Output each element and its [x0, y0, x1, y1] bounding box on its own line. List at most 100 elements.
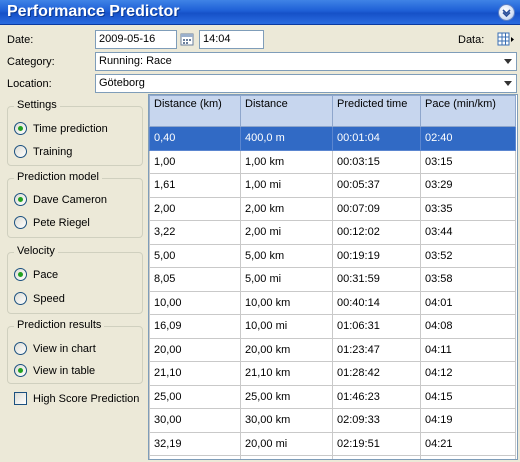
- table-row[interactable]: 25,00 25,00 km 01:46:23 04:15: [149, 384, 516, 409]
- view-in-table-option[interactable]: View in table: [14, 364, 95, 377]
- radio-time-prediction[interactable]: [14, 122, 27, 135]
- calendar-button[interactable]: [179, 31, 195, 47]
- radio-speed[interactable]: [14, 292, 27, 305]
- table-row[interactable]: 10,00 10,00 km 00:40:14 04:01: [149, 290, 516, 315]
- table-cell: 00:19:19: [332, 243, 421, 268]
- table-row[interactable]: 30,00 30,00 km 02:09:33 04:19: [149, 408, 516, 433]
- radio-training[interactable]: [14, 145, 27, 158]
- training-option[interactable]: Training: [14, 145, 72, 158]
- chevron-down-icon[interactable]: [500, 75, 516, 92]
- table-cell: 04:01: [420, 290, 516, 315]
- table-cell: 5,00 km: [240, 243, 333, 268]
- option-label: Training: [33, 145, 73, 158]
- radio-view-in-table[interactable]: [14, 364, 27, 377]
- table-row[interactable]: 16,09 10,00 mi 01:06:31 04:08: [149, 314, 516, 339]
- table-row[interactable]: 2,00 2,00 km 00:07:09 03:35: [149, 196, 516, 221]
- table-cell: 25,00: [149, 384, 241, 409]
- table-cell: 01:23:47: [332, 337, 421, 362]
- table-row[interactable]: 0,40 400,0 m 00:01:04 02:40: [149, 126, 516, 151]
- prediction-results-group: Prediction results View in chart View in…: [7, 319, 143, 384]
- table-cell: 00:07:09: [332, 196, 421, 221]
- category-select[interactable]: Running: Race: [95, 52, 517, 71]
- table-cell: 10,00 km: [240, 290, 333, 315]
- category-value: Running: Race: [99, 55, 172, 67]
- location-select[interactable]: Göteborg: [95, 74, 517, 93]
- high-score-prediction-option[interactable]: High Score Prediction: [14, 392, 139, 405]
- calendar-icon: [180, 33, 194, 46]
- view-in-chart-option[interactable]: View in chart: [14, 342, 96, 355]
- table-row[interactable]: 21,10 21,10 km 01:28:42 04:12: [149, 361, 516, 386]
- table-row[interactable]: 3,22 2,00 mi 00:12:02 03:44: [149, 220, 516, 245]
- location-value: Göteborg: [99, 77, 145, 89]
- table-cell: 01:46:23: [332, 384, 421, 409]
- table-row[interactable]: 8,05 5,00 mi 00:31:59 03:58: [149, 267, 516, 292]
- collapse-button[interactable]: [498, 4, 515, 21]
- table-cell: 03:58: [420, 267, 516, 292]
- table-cell: 02:19:51: [332, 431, 421, 456]
- column-header-distance[interactable]: Distance: [240, 95, 333, 127]
- date-field[interactable]: 2009-05-16: [95, 30, 177, 49]
- option-label: Pete Riegel: [33, 216, 90, 229]
- table-cell: 42,20: [149, 455, 241, 459]
- table-cell: 10,00: [149, 290, 241, 315]
- column-header-distance-km[interactable]: Distance (km): [149, 95, 241, 127]
- table-row[interactable]: 20,00 20,00 km 01:23:47 04:11: [149, 337, 516, 362]
- table-row[interactable]: 32,19 20,00 mi 02:19:51 04:21: [149, 431, 516, 456]
- radio-view-in-chart[interactable]: [14, 342, 27, 355]
- data-button[interactable]: [496, 30, 516, 48]
- table-row[interactable]: 42,2042,20 km03:08:2904:28: [149, 455, 516, 459]
- table-cell: 5,00 mi: [240, 267, 333, 292]
- table-cell: 02:40: [420, 126, 516, 151]
- table-cell: 03:35: [420, 196, 516, 221]
- table-cell: 2,00 km: [240, 196, 333, 221]
- table-body: 0,40 400,0 m 00:01:04 02:40 1,00 1,00 km 00:03…: [149, 126, 516, 459]
- date-label: Date:: [7, 34, 34, 46]
- table-cell: 01:06:31: [332, 314, 421, 339]
- option-label: Dave Cameron: [33, 193, 107, 206]
- pete-riegel-option[interactable]: Pete Riegel: [14, 216, 90, 229]
- table-cell: 8,05: [149, 267, 241, 292]
- table-cell: 25,00 km: [240, 384, 333, 409]
- table-cell: 5,00: [149, 243, 241, 268]
- time-field[interactable]: 14:04: [199, 30, 264, 49]
- table-cell: 30,00: [149, 408, 241, 433]
- chevron-down-icon[interactable]: [500, 53, 516, 70]
- pace-option[interactable]: Pace: [14, 268, 58, 281]
- table-cell: 00:01:04: [332, 126, 421, 151]
- option-label: View in chart: [33, 342, 96, 355]
- table-cell: 30,00 km: [240, 408, 333, 433]
- table-cell: 2,00 mi: [240, 220, 333, 245]
- speed-option[interactable]: Speed: [14, 292, 65, 305]
- table-row[interactable]: 1,61 1,00 mi 00:05:37 03:29: [149, 173, 516, 198]
- high-score-checkbox[interactable]: [14, 392, 27, 405]
- table-cell: 00:31:59: [332, 267, 421, 292]
- time-prediction-option[interactable]: Time prediction: [14, 122, 108, 135]
- table-row[interactable]: 1,00 1,00 km 00:03:15 03:15: [149, 149, 516, 174]
- radio-pete-riegel[interactable]: [14, 216, 27, 229]
- column-header-predicted-time[interactable]: Predicted time: [332, 95, 421, 127]
- table-header-row: Distance (km) Distance Predicted time Pa…: [149, 95, 516, 127]
- chevron-down-icon: [502, 9, 511, 17]
- table-cell: 0,40: [149, 126, 241, 151]
- table-cell: 00:05:37: [332, 173, 421, 198]
- table-icon: [497, 32, 514, 46]
- table-cell: 04:08: [420, 314, 516, 339]
- window-title: Performance Predictor: [7, 3, 180, 20]
- radio-dave-cameron[interactable]: [14, 193, 27, 206]
- dave-cameron-option[interactable]: Dave Cameron: [14, 193, 107, 206]
- table-cell: 21,10: [149, 361, 241, 386]
- table-cell: 2,00: [149, 196, 241, 221]
- option-label: Time prediction: [33, 122, 108, 135]
- table-row[interactable]: 5,00 5,00 km 00:19:19 03:52: [149, 243, 516, 268]
- table-cell: 00:40:14: [332, 290, 421, 315]
- table-cell: 04:12: [420, 361, 516, 386]
- radio-pace[interactable]: [14, 268, 27, 281]
- column-header-pace[interactable]: Pace (min/km): [420, 95, 516, 127]
- table-cell: 21,10 km: [240, 361, 333, 386]
- table-cell: 20,00: [149, 337, 241, 362]
- table-cell: 03:44: [420, 220, 516, 245]
- table-cell: 16,09: [149, 314, 241, 339]
- option-label: View in table: [33, 364, 96, 377]
- results-table: Distance (km) Distance Predicted time Pa…: [148, 94, 518, 460]
- table-cell: 3,22: [149, 220, 241, 245]
